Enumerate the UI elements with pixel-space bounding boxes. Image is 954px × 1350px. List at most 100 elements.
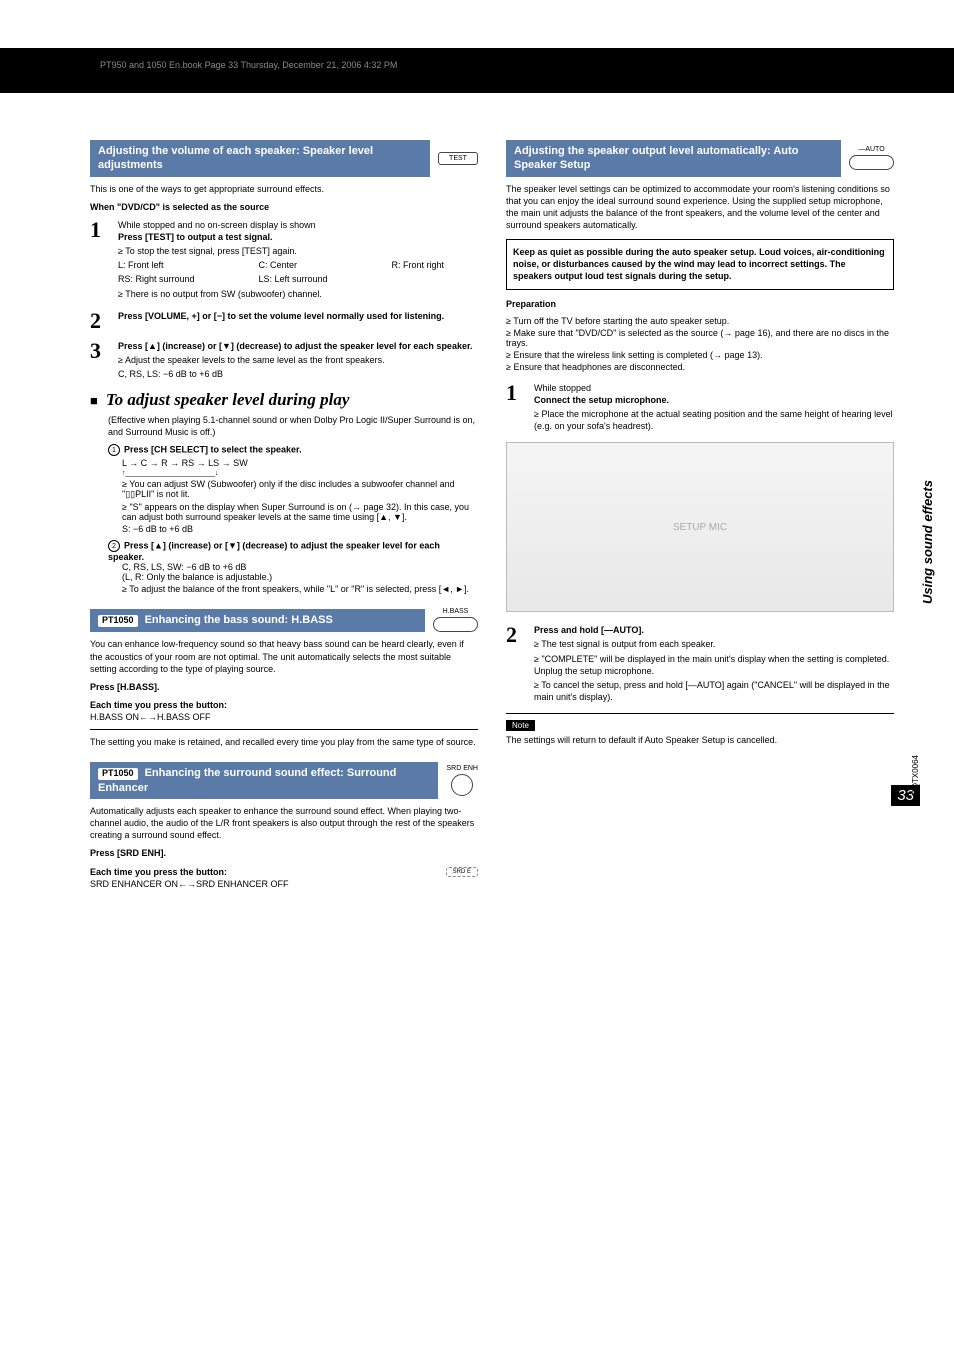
page-footer: RQTX0064 33 [880, 745, 920, 806]
circled-1-icon: 1 [108, 444, 120, 456]
srd-title-text: Enhancing the surround sound effect: Sur… [98, 767, 396, 793]
prep-4: Ensure that headphones are disconnected. [506, 362, 894, 372]
sec-speaker-level-title: Adjusting the volume of each speaker: Sp… [90, 140, 430, 177]
rstep-num-1: 1 [506, 382, 524, 435]
pt-tag-srd: PT1050 [98, 768, 138, 780]
header-path: PT950 and 1050 En.book Page 33 Thursday,… [100, 60, 397, 70]
step1-action: Press [TEST] to output a test signal. [118, 231, 478, 243]
pt-tag-hbass: PT1050 [98, 615, 138, 627]
rstep-num-2: 2 [506, 624, 524, 705]
rstep-2: 2 Press and hold [—AUTO]. The test signa… [506, 624, 894, 705]
srd-display-icon: SRD E [446, 867, 478, 877]
prep-head: Preparation [506, 298, 894, 310]
hbass-btn-label: H.BASS [443, 608, 469, 615]
doc-code: RQTX0064 [911, 755, 920, 795]
sec-auto-head: Adjusting the speaker output level autom… [506, 140, 894, 177]
left-column: Adjusting the volume of each speaker: Sp… [90, 140, 478, 896]
circled-1-block: 1 Press [CH SELECT] to select the speaker… [108, 444, 478, 534]
sec-hbass-title: PT1050 Enhancing the bass sound: H.BASS [90, 609, 425, 631]
intro-text: This is one of the ways to get appropria… [90, 183, 478, 195]
rstep1-action: Connect the setup microphone. [534, 394, 894, 406]
divider-note [506, 713, 894, 714]
hbass-retain: The setting you make is retained, and re… [90, 736, 478, 748]
when-source: When "DVD/CD" is selected as the source [90, 201, 478, 213]
sec-srd-title: PT1050 Enhancing the surround sound effe… [90, 762, 438, 799]
c2-b1: To adjust the balance of the front speak… [122, 584, 478, 594]
srd-press: Press [SRD ENH]. [90, 847, 438, 859]
srd-toggle: SRD ENHANCER ON←→SRD ENHANCER OFF [90, 878, 438, 890]
note-tag: Note [506, 720, 535, 731]
step-1: 1 While stopped and no on-screen display… [90, 219, 478, 302]
step-2: 2 Press [VOLUME, +] or [−] to set the vo… [90, 310, 478, 332]
sp-rs: RS: Right surround [118, 273, 229, 285]
sec-speaker-level-head: Adjusting the volume of each speaker: Sp… [90, 140, 478, 177]
auto-btn-label: —AUTO [858, 146, 884, 153]
srd-desc: Automatically adjusts each speaker to en… [90, 805, 478, 841]
divider-hbass [90, 729, 478, 730]
c1-action: Press [CH SELECT] to select the speaker. [124, 445, 302, 455]
prep-1: Turn off the TV before starting the auto… [506, 316, 894, 326]
srd-press-row: Press [SRD ENH]. Each time you press the… [90, 847, 478, 895]
subhead-desc: (Effective when playing 5.1-channel soun… [108, 414, 478, 438]
rstep1-pre: While stopped [534, 382, 894, 394]
right-column: Adjusting the speaker output level autom… [506, 140, 894, 896]
hbass-desc: You can enhance low-frequency sound so t… [90, 638, 478, 674]
sec-auto-title: Adjusting the speaker output level autom… [506, 140, 841, 177]
step2-action: Press [VOLUME, +] or [−] to set the volu… [118, 310, 478, 322]
rstep2-action: Press and hold [—AUTO]. [534, 624, 894, 636]
c2-action: Press [▲] (increase) or [▼] (decrease) t… [108, 541, 440, 563]
prep-3: Ensure that the wireless link setting is… [506, 350, 894, 360]
rstep1-b1: Place the microphone at the actual seati… [534, 408, 894, 432]
side-tab-text: Using sound effects [920, 480, 935, 604]
step-num-2: 2 [90, 310, 108, 332]
setup-mic-illustration: SETUP MIC [506, 442, 894, 612]
prep-2: Make sure that "DVD/CD" is selected as t… [506, 328, 894, 348]
chain: L → C → R → RS → LS → SW [122, 458, 478, 468]
illus-label: SETUP MIC [673, 522, 727, 533]
sp-ls: LS: Left surround [259, 273, 362, 285]
hbass-press: Press [H.BASS]. [90, 681, 478, 693]
warning-box: Keep as quiet as possible during the aut… [506, 239, 894, 289]
speaker-table: L: Front left C: Center R: Front right R… [118, 259, 478, 285]
step-3: 3 Press [▲] (increase) or [▼] (decrease)… [90, 340, 478, 380]
step3-action: Press [▲] (increase) or [▼] (decrease) t… [118, 340, 478, 352]
sp-empty [392, 273, 478, 285]
auto-button-icon [849, 155, 894, 170]
rstep2-b3: To cancel the setup, press and hold [—AU… [534, 679, 894, 703]
c2-r1: C, RS, LS, SW: −6 dB to +6 dB [122, 562, 478, 572]
c1-b1: You can adjust SW (Subwoofer) only if th… [122, 479, 478, 500]
c1-srange: S: −6 dB to +6 dB [122, 524, 478, 534]
subhead: ■ To adjust speaker level during play [90, 390, 478, 410]
auto-desc: The speaker level settings can be optimi… [506, 183, 894, 232]
rstep-1: 1 While stopped Connect the setup microp… [506, 382, 894, 435]
srd-button-icon [451, 774, 473, 796]
hbass-button-icon [433, 617, 478, 632]
sp-c: C: Center [259, 259, 362, 271]
step1-b2: There is no output from SW (subwoofer) c… [118, 288, 478, 300]
note-text: The settings will return to default if A… [506, 734, 894, 746]
sec-srd-head: PT1050 Enhancing the surround sound effe… [90, 762, 478, 799]
rstep2-b1: The test signal is output from each spea… [534, 638, 894, 650]
sp-r: R: Front right [392, 259, 478, 271]
step3-range: C, RS, LS: −6 dB to +6 dB [118, 368, 478, 380]
rstep2-b2: "COMPLETE" will be displayed in the main… [534, 653, 894, 677]
step3-b1: Adjust the speaker levels to the same le… [118, 354, 478, 366]
srd-btn-label: SRD ENH [446, 765, 478, 772]
step-num-3: 3 [90, 340, 108, 380]
c2-r2: (L, R: Only the balance is adjustable.) [122, 572, 478, 582]
srd-each: Each time you press the button: [90, 866, 438, 878]
step-num-1: 1 [90, 219, 108, 302]
step1-b1: To stop the test signal, press [TEST] ag… [118, 245, 478, 257]
subhead-title: To adjust speaker level during play [106, 390, 350, 410]
hbass-toggle: H.BASS ON←→H.BASS OFF [90, 711, 478, 723]
square-bullet-icon: ■ [90, 394, 98, 407]
circled-2-block: 2Press [▲] (increase) or [▼] (decrease) … [108, 540, 478, 594]
sec-hbass-head: PT1050 Enhancing the bass sound: H.BASS … [90, 608, 478, 632]
hbass-each: Each time you press the button: [90, 699, 478, 711]
sp-l: L: Front left [118, 259, 229, 271]
step1-pre: While stopped and no on-screen display i… [118, 219, 478, 231]
chain-loop: ↑_______________________↓ [122, 470, 478, 477]
c1-b2: "S" appears on the display when Super Su… [122, 502, 478, 522]
hbass-title-text: Enhancing the bass sound: H.BASS [142, 614, 333, 626]
circled-2-icon: 2 [108, 540, 120, 552]
